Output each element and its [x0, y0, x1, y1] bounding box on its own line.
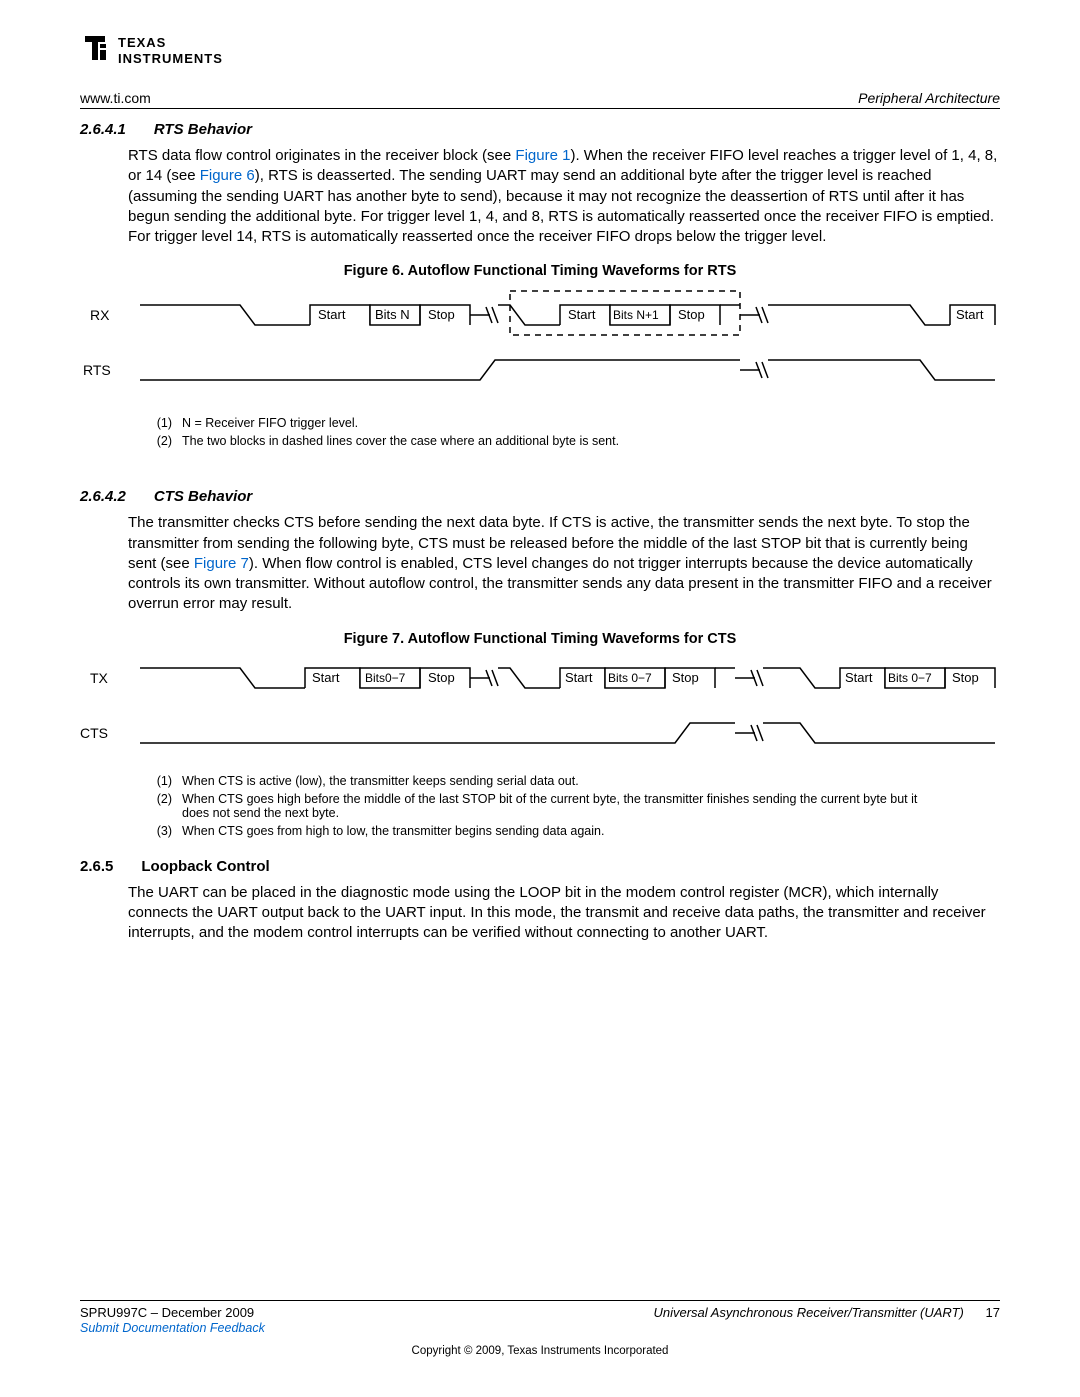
svg-text:Bits 0−7: Bits 0−7 — [608, 671, 652, 685]
svg-text:Start: Start — [318, 307, 346, 322]
figure6-notes: (1)N = Receiver FIFO trigger level. (2)T… — [150, 416, 1000, 448]
svg-text:Stop: Stop — [428, 670, 455, 685]
submit-feedback-link[interactable]: Submit Documentation Feedback — [80, 1321, 265, 1335]
svg-text:RX: RX — [90, 307, 110, 323]
link-figure-6[interactable]: Figure 6 — [200, 167, 255, 184]
page-header-bar: www.ti.com Peripheral Architecture — [80, 90, 1000, 109]
footer-doc-title: Universal Asynchronous Receiver/Transmit… — [653, 1305, 963, 1320]
section-title: RTS Behavior — [154, 121, 252, 138]
svg-text:Stop: Stop — [428, 307, 455, 322]
header-url[interactable]: www.ti.com — [80, 90, 151, 106]
page-footer: SPRU997C – December 2009 Submit Document… — [80, 1300, 1000, 1357]
svg-text:Bits N: Bits N — [375, 307, 410, 322]
svg-text:Bits0−7: Bits0−7 — [365, 671, 406, 685]
svg-text:RTS: RTS — [83, 362, 111, 378]
svg-text:Start: Start — [565, 670, 593, 685]
svg-text:Start: Start — [956, 307, 984, 322]
ti-logo: TEXAS INSTRUMENTS — [80, 30, 1000, 70]
svg-text:Stop: Stop — [952, 670, 979, 685]
figure6-title: Figure 6. Autoflow Functional Timing Wav… — [80, 263, 1000, 279]
page-number: 17 — [986, 1305, 1000, 1320]
section-heading-rts: 2.6.4.1 RTS Behavior — [80, 121, 1000, 138]
logo-brand-bottom: INSTRUMENTS — [118, 51, 223, 66]
loopback-body-text: The UART can be placed in the diagnostic… — [128, 883, 1000, 944]
figure7-title: Figure 7. Autoflow Functional Timing Wav… — [80, 631, 1000, 647]
header-section-title: Peripheral Architecture — [858, 90, 1000, 106]
section-number: 2.6.5 — [80, 858, 113, 875]
rts-body-text: RTS data flow control originates in the … — [128, 146, 1000, 247]
section-title: CTS Behavior — [154, 488, 252, 505]
link-figure-1[interactable]: Figure 1 — [515, 147, 570, 164]
section-heading-loopback: 2.6.5 Loopback Control — [80, 858, 1000, 875]
section-number: 2.6.4.2 — [80, 488, 126, 505]
svg-text:TX: TX — [90, 670, 109, 686]
svg-text:Start: Start — [845, 670, 873, 685]
cts-body-text: The transmitter checks CTS before sendin… — [128, 513, 1000, 614]
svg-text:Stop: Stop — [672, 670, 699, 685]
figure7-notes: (1)When CTS is active (low), the transmi… — [150, 774, 1000, 838]
svg-text:Bits 0−7: Bits 0−7 — [888, 671, 932, 685]
figure7-waveform: TX CTS Start Bits0−7 Stop Start Bits 0−7… — [80, 653, 1000, 763]
ti-logo-icon: TEXAS INSTRUMENTS — [80, 30, 240, 70]
svg-text:CTS: CTS — [80, 725, 108, 741]
section-heading-cts: 2.6.4.2 CTS Behavior — [80, 488, 1000, 505]
figure6-waveform: RX RTS Start Bits N Stop Start Bits N+1 … — [80, 285, 1000, 405]
logo-brand-top: TEXAS — [118, 35, 166, 50]
section-title: Loopback Control — [141, 858, 269, 875]
svg-text:Bits N+1: Bits N+1 — [613, 308, 659, 322]
svg-text:Stop: Stop — [678, 307, 705, 322]
svg-text:Start: Start — [568, 307, 596, 322]
footer-doc-id: SPRU997C – December 2009 — [80, 1305, 254, 1320]
link-figure-7[interactable]: Figure 7 — [194, 555, 249, 572]
svg-text:Start: Start — [312, 670, 340, 685]
footer-copyright: Copyright © 2009, Texas Instruments Inco… — [80, 1345, 1000, 1357]
section-number: 2.6.4.1 — [80, 121, 126, 138]
